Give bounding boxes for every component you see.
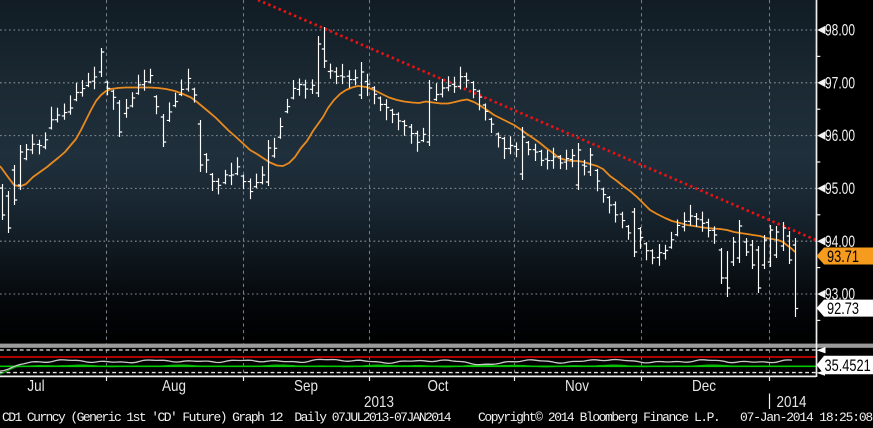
svg-text:96.00: 96.00 <box>825 128 855 146</box>
svg-text:95.00: 95.00 <box>825 180 855 198</box>
svg-text:93.71: 93.71 <box>827 248 859 266</box>
svg-text:94.00: 94.00 <box>825 233 855 251</box>
svg-text:Aug: Aug <box>162 378 186 395</box>
svg-text:Sep: Sep <box>294 378 318 395</box>
svg-text:Nov: Nov <box>565 378 589 395</box>
svg-text:92.73: 92.73 <box>827 301 859 319</box>
svg-text:Dec: Dec <box>692 378 716 395</box>
svg-text:97.00: 97.00 <box>825 75 855 93</box>
svg-text:2014: 2014 <box>777 394 807 411</box>
svg-text:35.4521: 35.4521 <box>825 357 871 375</box>
svg-text:Oct: Oct <box>428 378 449 395</box>
svg-text:Jul: Jul <box>27 378 44 395</box>
svg-text:2013: 2013 <box>364 394 394 411</box>
svg-text:98.00: 98.00 <box>825 22 855 40</box>
